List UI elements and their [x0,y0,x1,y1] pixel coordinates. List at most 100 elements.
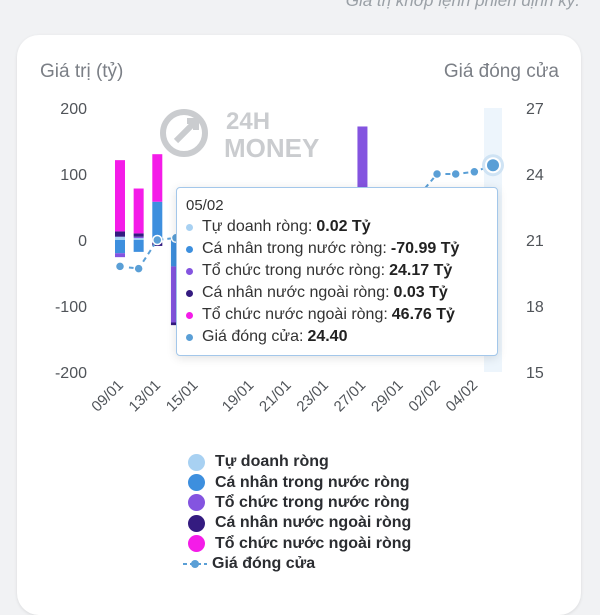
logo-arrow-icon [173,118,199,144]
left-tick-label: -100 [55,299,87,316]
legend-item[interactable]: Tổ chức nước ngoài ròng [188,534,411,554]
left-tick-label: 200 [60,101,87,118]
bar-segment[interactable] [357,126,368,236]
price-line [119,164,494,270]
chart-tooltip: 05/02 Tự doanh ròng: 0.02 Tỷ Cá nhân trong… [176,187,498,356]
x-tick-label: 21/01 [256,377,295,416]
price-point[interactable] [114,261,126,272]
tooltip-row: Cá nhân trong nước ròng: -70.99 Tỷ [186,240,459,258]
bar-segment[interactable] [133,188,144,234]
chart-legend: Tự doanh ròng Cá nhân trong nước ròng Tổ c… [183,452,411,574]
x-tick-label: 19/01 [219,377,258,416]
right-tick-label: 15 [526,365,544,382]
left-tick-label: -200 [55,365,87,382]
tooltip-value: 46.76 Tỷ [391,306,455,323]
logo-icon [160,109,208,157]
legend-item[interactable]: Cá nhân nước ngoài ròng [188,513,411,533]
left-tick-label: 100 [60,167,87,184]
tooltip-value: 0.02 Tỷ [316,218,371,235]
tooltip-label: Cá nhân trong nước ròng: [202,240,387,257]
bar-segment[interactable] [115,160,125,232]
tooltip-value: 24.40 [307,328,348,345]
legend-label: Tự doanh ròng [215,453,329,471]
x-tick-label: 27/01 [331,377,370,416]
bar-segment[interactable] [133,233,144,237]
tooltip-dot-icon [186,289,193,297]
tooltip-value: -70.99 Tỷ [390,240,460,257]
bar-segment[interactable] [115,236,125,240]
legend-label: Tổ chức nước ngoài ròng [215,534,412,552]
legend-swatch-icon [188,535,205,553]
bar-segment[interactable] [115,240,125,254]
logo-watermark: 24H MONEY [160,108,319,163]
right-tick-label: 27 [526,101,544,118]
x-tick-label: 29/01 [368,377,407,416]
legend-swatch-icon [188,474,205,492]
left-tick-label: 0 [78,233,87,250]
logo-text-top: 24H [226,108,270,135]
legend-label: Tổ chức trong nước ròng [215,493,410,511]
x-tick-label: 04/02 [443,377,482,416]
logo-text-bottom: MONEY [224,133,319,163]
tooltip-dot-icon [186,333,193,341]
price-point[interactable] [450,168,461,180]
tooltip-label: Cá nhân nước ngoài ròng: [202,284,390,301]
tooltip-value: 24.17 Tỷ [389,262,453,279]
tooltip-label: Giá đóng cửa: [202,328,304,345]
tooltip-label: Tổ chức nước ngoài ròng: [202,306,388,323]
left-axis-title: Giá trị (tỷ) [40,61,123,82]
price-point[interactable] [469,166,480,178]
bar-segment[interactable] [170,266,181,323]
tooltip-date: 05/02 [186,197,224,214]
x-tick-label: 13/01 [126,377,165,416]
chart-svg: 24H MONEY Giá trị (tỷ) Giá đóng cửa 200 1… [40,61,560,416]
bar-segment[interactable] [115,231,125,237]
bar-segment[interactable] [133,240,144,252]
tooltip-dot-icon [186,267,193,275]
bar-segment[interactable] [170,322,181,326]
tooltip-dot-icon [186,311,193,319]
tooltip-dot-icon [186,245,193,253]
bar-segment[interactable] [133,238,144,240]
tooltip-row: Tổ chức trong nước ròng: 24.17 Tỷ [186,262,452,280]
tooltip-row: Tự doanh ròng: 0.02 Tỷ [186,218,371,236]
right-axis-title: Giá đóng cửa [444,61,560,82]
tooltip-value: 0.03 Tỷ [393,284,448,301]
legend-swatch-icon [188,494,205,512]
legend-item[interactable]: Tổ chức trong nước ròng [188,493,411,513]
bar-segment[interactable] [152,154,163,202]
legend-swatch-icon [188,453,205,471]
x-tick-label: 02/02 [405,377,444,416]
x-tick-label: 23/01 [293,377,332,416]
right-tick-label: 24 [526,167,544,184]
x-tick-label: 09/01 [88,377,127,416]
legend-item[interactable]: Cá nhân trong nước ròng [188,472,411,492]
bar-segment[interactable] [152,201,163,240]
legend-label: Cá nhân nước ngoài ròng [215,514,412,532]
tooltip-row: Giá đóng cửa: 24.40 [186,328,347,346]
tooltip-row: Tổ chức nước ngoài ròng: 46.76 Tỷ [186,306,455,324]
bar-segment[interactable] [133,236,144,239]
legend-label: Giá đóng cửa [212,555,316,573]
price-point-active[interactable] [485,157,501,174]
bar-segment[interactable] [170,240,181,267]
legend-item[interactable]: Giá đóng cửa [183,554,411,574]
tooltip-dot-icon [186,223,193,231]
bar-segment[interactable] [115,253,125,258]
x-tick-label: 15/01 [163,377,202,416]
header-caption: Giá trị khớp lệnh phiên định kỳ. [345,0,580,10]
legend-item[interactable]: Tự doanh ròng [188,452,411,472]
legend-swatch-icon [188,514,205,532]
price-point[interactable] [431,168,443,180]
tooltip-row: Cá nhân nước ngoài ròng: 0.03 Tỷ [186,284,448,302]
right-tick-label: 18 [526,299,544,316]
left-axis-ticks: 200 100 0 -100 -200 [55,101,87,382]
tooltip-label: Tự doanh ròng: [202,218,313,235]
legend-line-icon [183,560,207,569]
right-tick-label: 21 [526,233,544,250]
price-point[interactable] [152,234,163,246]
right-axis-ticks: 27 24 21 18 15 [526,101,544,382]
legend-label: Cá nhân trong nước ròng [215,473,410,491]
price-point[interactable] [133,263,144,274]
